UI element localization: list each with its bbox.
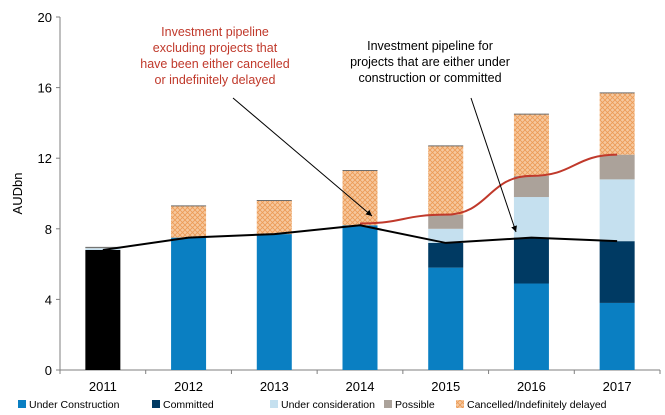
annotation-construction-committed-text: projects that are either under — [350, 55, 510, 69]
y-tick-label: 20 — [38, 10, 52, 25]
bar-cancelled-indefinitely-delayed-2016 — [513, 114, 549, 176]
annotation-construction-committed-text: construction or committed — [358, 71, 501, 85]
bar-under-construction-2012 — [171, 237, 207, 370]
bar-under-construction-2011 — [85, 249, 121, 370]
bar-cancelled-indefinitely-delayed-2015 — [428, 145, 464, 215]
bar-cancelled-indefinitely-delayed-2014 — [342, 170, 378, 226]
legend-swatch-under-construction — [18, 400, 26, 408]
annotation-excluding-cancelled-text: excluding projects that — [153, 41, 278, 55]
legend-label-under-consideration: Under consideration — [281, 399, 375, 411]
bar-under-consideration-2015 — [428, 228, 464, 243]
annotation-excluding-cancelled-text: Investment pipeline — [161, 25, 269, 39]
annotation-arrow-2 — [470, 97, 517, 233]
y-axis-label: AUDbn — [10, 173, 25, 215]
y-tick-label: 12 — [38, 151, 52, 166]
bar-cancelled-indefinitely-delayed-2013 — [256, 200, 292, 235]
annotation-excluding-cancelled-text: or indefinitely delayed — [155, 73, 276, 87]
legend-swatch-cancelled-indefinitely-delayed — [456, 400, 464, 408]
x-tick-label: 2016 — [517, 379, 546, 394]
bar-under-construction-2015 — [428, 267, 464, 370]
bar-under-consideration-2016 — [513, 197, 549, 238]
x-tick-label: 2014 — [346, 379, 375, 394]
bar-under-construction-2016 — [513, 283, 549, 370]
bar-possible-2017 — [599, 154, 635, 180]
annotation-arrow-1 — [232, 97, 373, 217]
bar-under-construction-2013 — [256, 234, 292, 370]
x-tick-label: 2012 — [174, 379, 203, 394]
x-tick-label: 2011 — [89, 379, 117, 394]
bar-possible-2015 — [428, 214, 464, 229]
bar-under-construction-2014 — [342, 225, 378, 370]
legend-label-under-construction: Under Construction — [29, 399, 120, 411]
legend-swatch-under-consideration — [270, 400, 278, 408]
legend-label-possible: Possible — [395, 399, 435, 411]
legend-swatch-committed — [152, 400, 160, 408]
bar-committed-2017 — [599, 241, 635, 303]
bar-committed-2015 — [428, 242, 464, 268]
bar-cancelled-indefinitely-delayed-2017 — [599, 92, 635, 155]
pipeline-construction-committed-line — [102, 224, 618, 251]
y-tick-label: 0 — [45, 363, 52, 378]
annotation-construction-committed-text: Investment pipeline for — [367, 39, 493, 53]
x-tick-label: 2013 — [260, 379, 289, 394]
y-tick-label: 16 — [38, 81, 52, 96]
x-tick-label: 2015 — [431, 379, 460, 394]
bar-cancelled-indefinitely-delayed-2012 — [171, 205, 207, 238]
bar-under-construction-2017 — [599, 302, 635, 370]
bar-under-consideration-2017 — [599, 179, 635, 242]
y-tick-label: 4 — [45, 292, 52, 307]
legend-label-cancelled-indefinitely-delayed: Cancelled/Indefinitely delayed — [467, 399, 607, 411]
x-tick-label: 2017 — [603, 379, 632, 394]
bar-possible-2016 — [513, 175, 549, 198]
annotation-excluding-cancelled-text: have been either cancelled — [140, 57, 289, 71]
bar-committed-2016 — [513, 237, 549, 284]
pipeline-excluding-cancelled-line — [359, 153, 618, 225]
legend-swatch-possible — [384, 400, 392, 408]
legend-label-committed: Committed — [163, 399, 214, 411]
y-tick-label: 8 — [45, 222, 52, 237]
